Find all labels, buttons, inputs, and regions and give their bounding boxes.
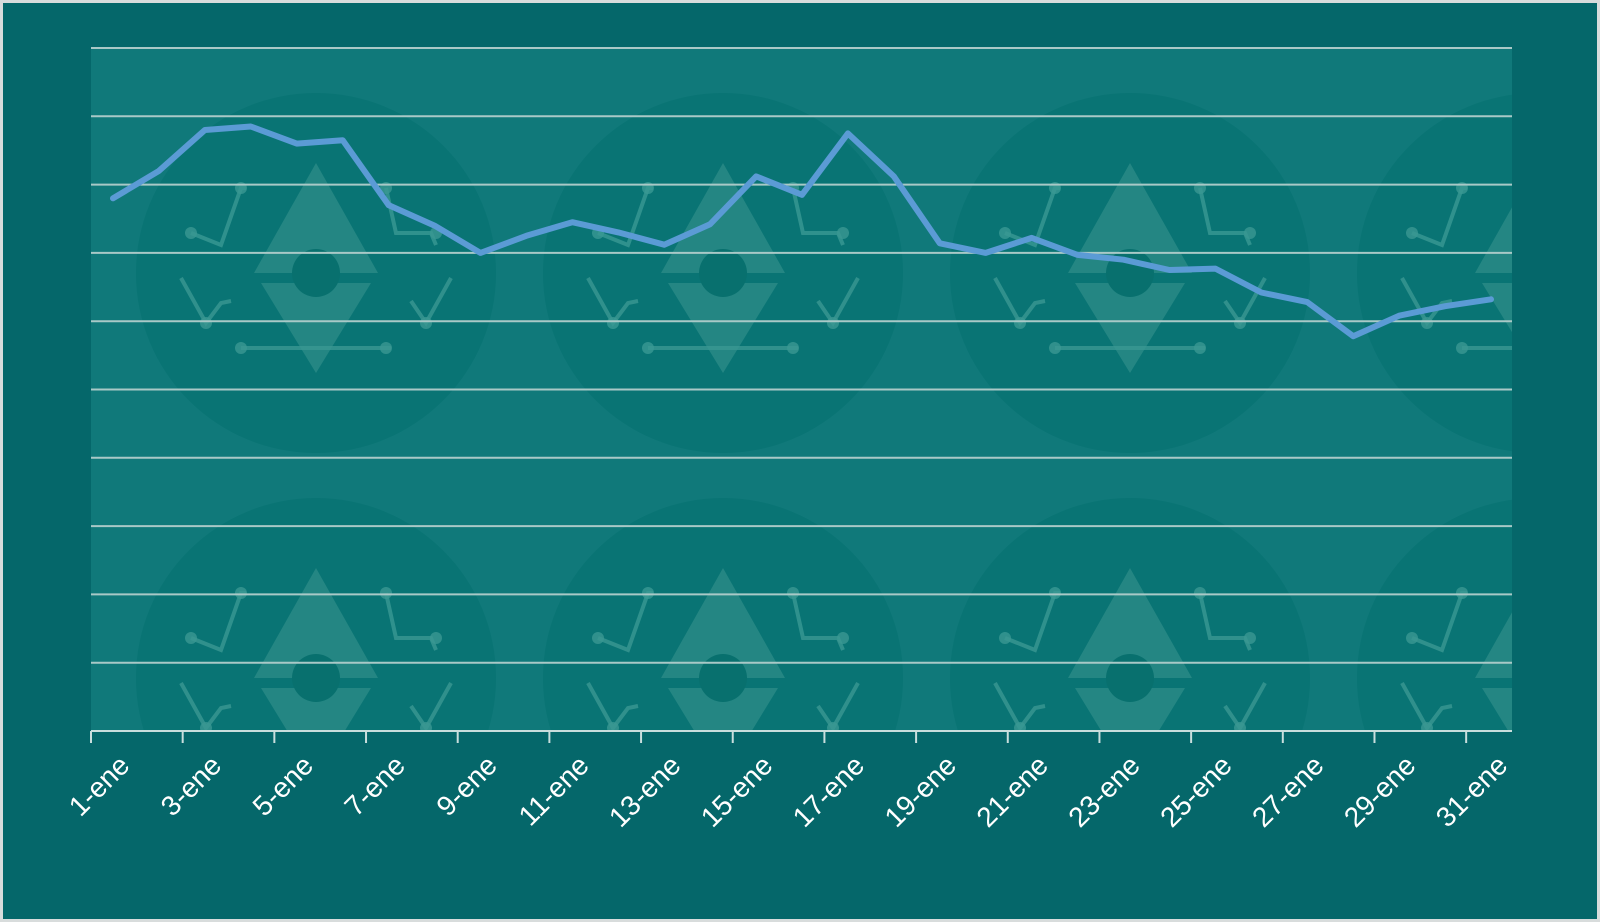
x-axis — [90, 730, 1512, 743]
line-chart: 1-ene 3-ene 5-ene 7-ene 9-ene 11-ene 13-ene 15-… — [63, 47, 1514, 833]
series-line — [110, 123, 1494, 340]
x-tick-label: 3-ene — [155, 749, 228, 822]
x-tick-label: 13-ene — [603, 749, 687, 833]
x-tick-label: 27-ene — [1246, 749, 1330, 833]
x-tick-label: 17-ene — [787, 749, 871, 833]
chart-frame: 1-ene 3-ene 5-ene 7-ene 9-ene 11-ene 13-ene 15-… — [3, 3, 1597, 919]
x-tick-label: 9-ene — [430, 749, 503, 822]
x-tick-label: 15-ene — [695, 749, 779, 833]
x-tick-labels: 1-ene 3-ene 5-ene 7-ene 9-ene 11-ene 13-ene 15-… — [63, 749, 1514, 833]
x-tick-label: 19-ene — [879, 749, 963, 833]
x-tick-label: 1-ene — [63, 749, 136, 822]
x-tick-label: 31-ene — [1430, 749, 1514, 833]
x-tick-label: 21-ene — [970, 749, 1054, 833]
x-tick-label: 25-ene — [1154, 749, 1238, 833]
x-tick-label: 23-ene — [1062, 749, 1146, 833]
x-tick-label: 5-ene — [247, 749, 320, 822]
x-tick-label: 11-ene — [513, 749, 595, 831]
series-layer — [110, 123, 1494, 340]
x-tick-label: 7-ene — [338, 749, 411, 822]
x-tick-label: 29-ene — [1338, 749, 1422, 833]
y-gridlines — [91, 47, 1512, 664]
